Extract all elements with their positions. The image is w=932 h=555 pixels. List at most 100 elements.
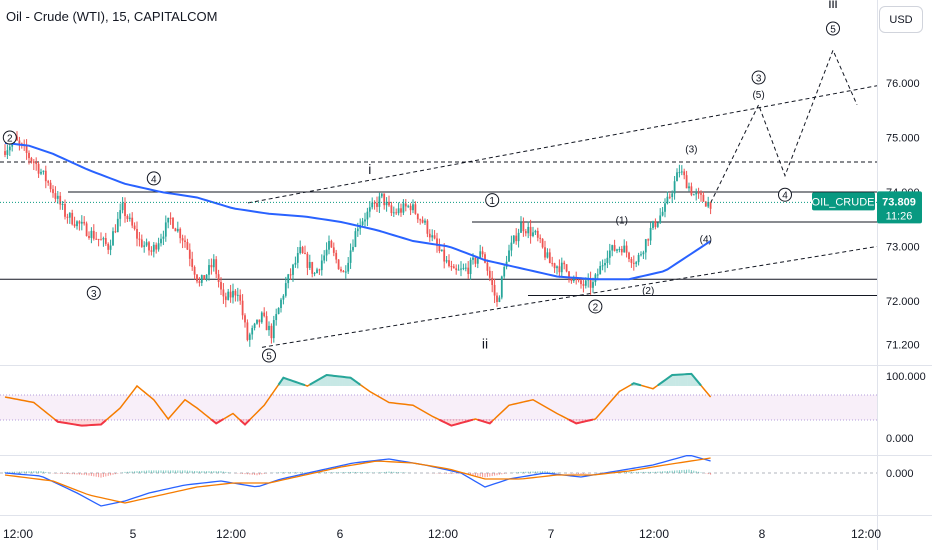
candle-body xyxy=(114,231,117,233)
candle-body xyxy=(601,265,604,267)
candle-body xyxy=(527,226,530,234)
wave-label-circle xyxy=(751,70,766,85)
candle-body xyxy=(656,222,659,227)
wave-label-circle xyxy=(485,193,500,208)
candle-body xyxy=(592,282,594,288)
candle-body xyxy=(524,231,527,234)
candle-body xyxy=(438,245,441,251)
candle-body xyxy=(344,271,347,273)
candle-body xyxy=(349,250,352,263)
candle-body xyxy=(119,210,122,219)
candle-body xyxy=(186,241,189,250)
candle-body xyxy=(500,276,503,298)
candle-body xyxy=(707,201,710,207)
candle-body xyxy=(277,308,280,315)
candle-body xyxy=(152,244,155,252)
time-tick-label: 8 xyxy=(759,527,766,541)
trend-lines xyxy=(247,48,878,348)
candle-body xyxy=(640,254,642,256)
candle-body xyxy=(380,193,383,197)
wave-label: 2 xyxy=(593,302,599,313)
candle-body xyxy=(700,193,702,195)
candle-body xyxy=(124,202,126,217)
macd-signal-line xyxy=(4,457,711,504)
candle-body xyxy=(452,266,455,269)
candle-body xyxy=(100,239,102,241)
candle-body xyxy=(652,221,654,228)
candle-body xyxy=(90,230,93,238)
candle-body xyxy=(666,196,669,204)
candle-body xyxy=(16,136,18,141)
candle-body xyxy=(548,252,551,264)
candle-body xyxy=(419,219,422,221)
stoch-extreme-line xyxy=(54,419,107,427)
candle-body xyxy=(85,223,88,237)
candle-body xyxy=(88,236,90,238)
candle-body xyxy=(325,249,328,256)
candle-body xyxy=(608,250,611,258)
candle-body xyxy=(335,252,338,260)
candle-body xyxy=(340,269,342,271)
candle-body xyxy=(25,146,28,153)
candle-body xyxy=(176,228,179,232)
wave-label: (5) xyxy=(752,90,764,101)
candle-body xyxy=(661,211,664,216)
candle-body xyxy=(59,195,62,205)
candle-body xyxy=(215,259,218,275)
candle-body xyxy=(443,249,446,262)
candle-body xyxy=(457,269,460,271)
wave-label-circle xyxy=(86,285,101,300)
candle-body xyxy=(404,203,407,207)
candle-body xyxy=(630,259,633,263)
candle-body xyxy=(107,243,110,250)
price-tick-label: 76.000 xyxy=(886,78,920,90)
wave-label: iii xyxy=(828,0,837,11)
stoch-tick-label: 100.000 xyxy=(886,371,926,383)
candle-body xyxy=(282,295,285,300)
candle-body xyxy=(270,325,273,339)
candle-body xyxy=(416,213,419,220)
price-badge-bg xyxy=(877,191,922,224)
candle-body xyxy=(364,219,366,222)
candle-body xyxy=(198,281,201,283)
candle-body xyxy=(71,212,74,225)
stoch-tick-label: 0.000 xyxy=(886,433,914,445)
candle-body xyxy=(78,221,81,224)
candle-body xyxy=(275,314,278,321)
candle-body xyxy=(695,192,698,195)
candle-body xyxy=(479,251,482,259)
symbol-badge-label: OIL_CRUDE xyxy=(812,196,875,208)
candle-body xyxy=(541,238,544,248)
candle-body xyxy=(239,294,242,301)
candle-body xyxy=(577,279,580,281)
candle-body xyxy=(61,203,64,205)
price-tick-label: 75.000 xyxy=(886,133,920,145)
candle-body xyxy=(613,245,616,251)
candle-body xyxy=(224,296,227,300)
currency-button[interactable]: USD xyxy=(879,6,923,33)
candle-body xyxy=(539,237,542,239)
candle-body xyxy=(599,265,602,275)
candle-body xyxy=(503,266,506,277)
wave-label-circle xyxy=(146,171,161,186)
candle-body xyxy=(306,253,309,268)
projected-wave-path xyxy=(710,48,858,204)
candle-body xyxy=(193,267,196,275)
stochastic-pane: 100.000 0.000 xyxy=(0,371,926,445)
candle-body xyxy=(635,262,638,264)
candle-body xyxy=(647,239,650,241)
candle-body xyxy=(673,181,676,194)
price-badge: 73.809 11:26 xyxy=(877,191,922,224)
candle-body xyxy=(371,202,374,208)
time-tick-label: 12:00 xyxy=(428,527,458,541)
wave-label: 3 xyxy=(91,289,97,300)
candle-body xyxy=(668,196,671,198)
candle-body xyxy=(95,238,98,240)
candle-body xyxy=(73,224,76,227)
candle-body xyxy=(450,266,453,268)
candle-body xyxy=(308,262,311,268)
candle-body xyxy=(436,238,438,246)
